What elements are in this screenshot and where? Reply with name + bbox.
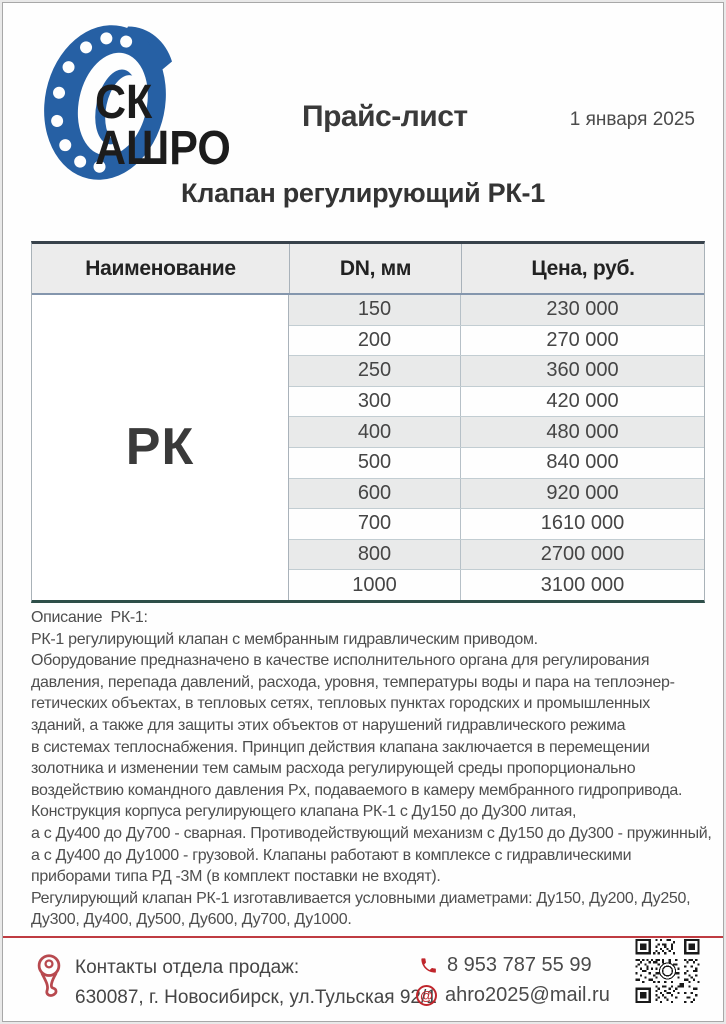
email-row: @ ahro2025@mail.ru bbox=[416, 984, 610, 1007]
price-cell: 360 000 bbox=[546, 359, 619, 382]
dn-cell: 600 bbox=[289, 478, 461, 509]
contacts-label: Контакты отдела продаж: bbox=[75, 957, 300, 978]
description-line: Оборудование предназначено в качестве ис… bbox=[31, 652, 650, 670]
dn-cell: 200 bbox=[289, 325, 461, 356]
table-row: 200 270 000 bbox=[289, 324, 704, 356]
table-rows: 150 230 000 200 270 000 250 360 000 bbox=[289, 295, 704, 600]
email-icon: @ bbox=[416, 985, 437, 1006]
table-row: 600 920 000 bbox=[289, 477, 704, 509]
dn-cell: 700 bbox=[289, 509, 461, 539]
price-cell: 3100 000 bbox=[540, 573, 625, 596]
logo-text-line2: АШРО bbox=[95, 121, 231, 176]
price-cell: 270 000 bbox=[546, 328, 619, 351]
description-line: а с Ду400 до Ду1000 - грузовой. Клапаны … bbox=[31, 846, 632, 864]
flange-logo-icon bbox=[44, 25, 172, 180]
description-line: гетических объектах, в тепловых сетях, т… bbox=[31, 695, 650, 713]
table-body: РК 150 230 000 200 270 000 250 3 bbox=[32, 295, 704, 600]
phone-link[interactable]: 8 953 787 55 99 bbox=[447, 954, 592, 976]
column-header-dn: DN, мм bbox=[289, 244, 461, 293]
dn-cell: 800 bbox=[289, 539, 461, 570]
table-header-row: Наименование DN, мм Цена, руб. bbox=[32, 244, 704, 295]
logo-text: СК АШРО bbox=[95, 75, 231, 172]
table-row: 700 1610 000 bbox=[289, 508, 704, 539]
description-line: приборами типа РД -3М (в комплект постав… bbox=[31, 868, 441, 886]
location-pin-icon bbox=[35, 953, 63, 999]
table-row: 250 360 000 bbox=[289, 355, 704, 386]
logo-text-line1: СК bbox=[95, 75, 153, 130]
description-line: Ду300, Ду400, Ду500, Ду600, Ду700, Ду100… bbox=[31, 911, 352, 929]
description-line: давления, перепада давлений, расхода, ур… bbox=[31, 673, 675, 691]
description-line: Конструкция корпуса регулирующего клапан… bbox=[31, 803, 577, 821]
description-line: Регулирующий клапан РК-1 изготавливается… bbox=[31, 889, 691, 907]
description-line: золотника и изменении тем самым расхода … bbox=[31, 760, 636, 778]
page-title: Клапан регулирующий РК-1 bbox=[181, 178, 545, 208]
price-cell: 420 000 bbox=[546, 390, 619, 413]
qr-code bbox=[635, 939, 700, 1003]
column-header-name: Наименование bbox=[85, 256, 236, 280]
table-row: 800 2700 000 bbox=[289, 538, 704, 570]
dn-cell: 150 bbox=[289, 295, 461, 325]
table-row: 1000 3100 000 bbox=[289, 569, 704, 600]
product-name-cell: РК bbox=[32, 295, 289, 600]
contacts-address: 630087, г. Новосибирск, ул.Тульская 92/1 bbox=[75, 987, 437, 1008]
dn-cell: 500 bbox=[289, 447, 461, 478]
table-row: 300 420 000 bbox=[289, 385, 704, 417]
contacts-block: Контакты отдела продаж: 630087, г. Новос… bbox=[75, 953, 437, 1013]
table-row: 500 840 000 bbox=[289, 446, 704, 478]
description-line: РК-1 регулирующий клапан с мембранным ги… bbox=[31, 630, 538, 648]
description-line: воздействию командного давления Рх, пода… bbox=[31, 781, 683, 799]
dn-cell: 1000 bbox=[289, 570, 461, 600]
table-row: 150 230 000 bbox=[289, 295, 704, 325]
dn-cell: 300 bbox=[289, 386, 461, 417]
document-date: 1 января 2025 bbox=[569, 109, 695, 130]
dn-cell: 400 bbox=[289, 417, 461, 447]
price-cell: 230 000 bbox=[546, 298, 619, 321]
price-cell: 840 000 bbox=[546, 451, 619, 474]
price-cell: 2700 000 bbox=[540, 543, 625, 566]
column-header-price: Цена, руб. bbox=[461, 244, 704, 293]
price-table: Наименование DN, мм Цена, руб. РК 150 23… bbox=[31, 241, 705, 603]
phone-row: 8 953 787 55 99 bbox=[419, 954, 592, 977]
phone-icon bbox=[421, 958, 436, 973]
description-line: в системах теплоснабжения. Принцип дейст… bbox=[31, 738, 650, 756]
price-cell: 480 000 bbox=[546, 420, 619, 443]
price-cell: 920 000 bbox=[546, 481, 619, 504]
footer-divider bbox=[3, 936, 723, 938]
dn-cell: 250 bbox=[289, 356, 461, 386]
company-logo: СК АШРО bbox=[33, 19, 253, 189]
description-line: Описание РК-1: bbox=[31, 609, 148, 626]
price-cell: 1610 000 bbox=[540, 512, 625, 535]
email-link[interactable]: ahro2025@mail.ru bbox=[445, 984, 610, 1006]
table-row: 400 480 000 bbox=[289, 416, 704, 447]
document-type-heading: Прайс-лист bbox=[302, 100, 468, 133]
description-line: а с Ду400 до Ду700 - сварная. Противодей… bbox=[31, 824, 712, 842]
product-description: Описание РК-1: РК-1 регулирующий клапан … bbox=[31, 607, 717, 931]
description-line: зданий, а также для защиты этих объектов… bbox=[31, 716, 626, 734]
